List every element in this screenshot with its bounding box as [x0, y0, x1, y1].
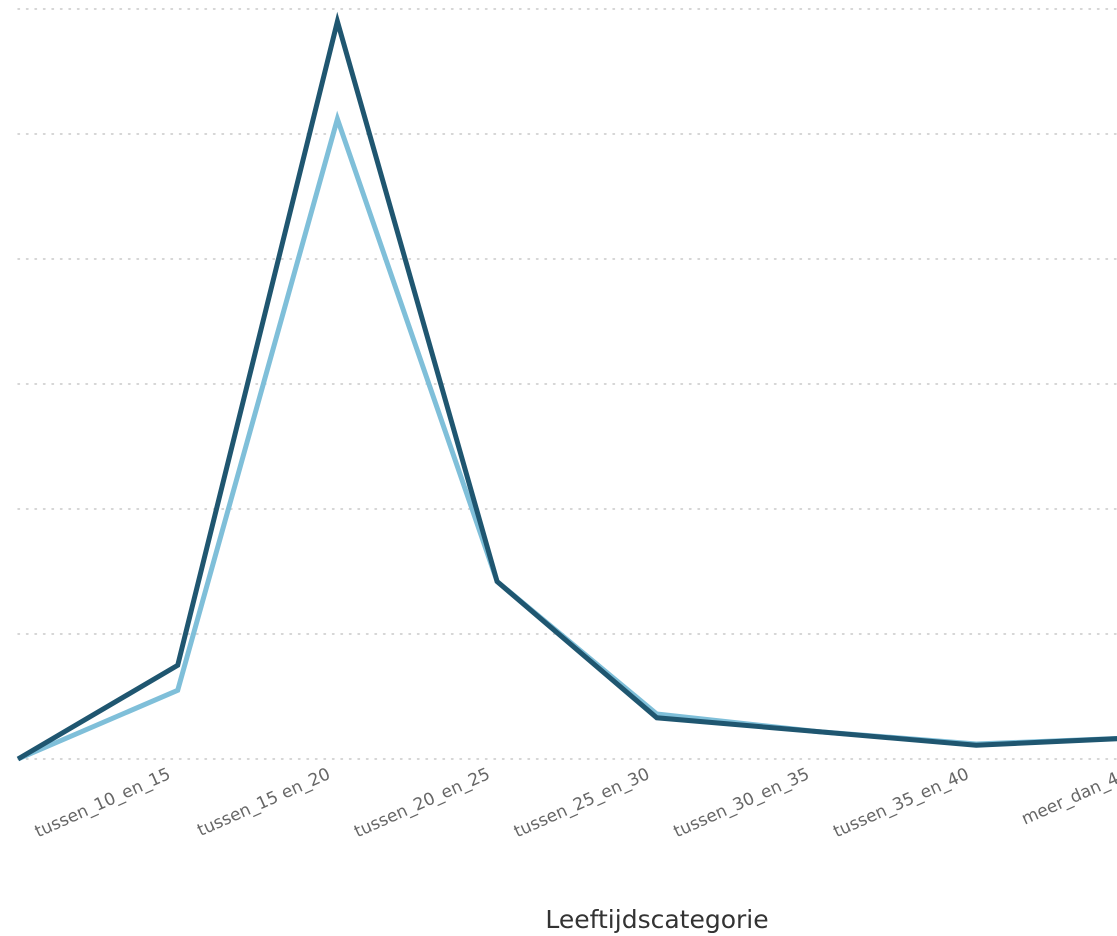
x-tick-label: tussen_30_en_35	[671, 764, 813, 842]
series-line-2	[17, 110, 1117, 762]
x-tick-label: tussen_10_en_15	[32, 764, 174, 842]
x-tick-label: tussen_35_en_40	[830, 764, 972, 842]
series-line-1	[16, 11, 1117, 762]
x-axis-tick-labels: tussen_10_en_15 tussen_15 en_20 tussen_20_…	[32, 764, 1117, 842]
x-tick-label: meer_dan_40	[1019, 764, 1117, 829]
x-axis-title: Leeftijdscategorie	[545, 905, 768, 934]
x-tick-label: tussen_15 en_20	[194, 764, 333, 841]
series-lines	[16, 11, 1117, 762]
x-tick-label: tussen_25_en_30	[511, 764, 653, 842]
x-tick-label: tussen_20_en_25	[351, 764, 493, 842]
